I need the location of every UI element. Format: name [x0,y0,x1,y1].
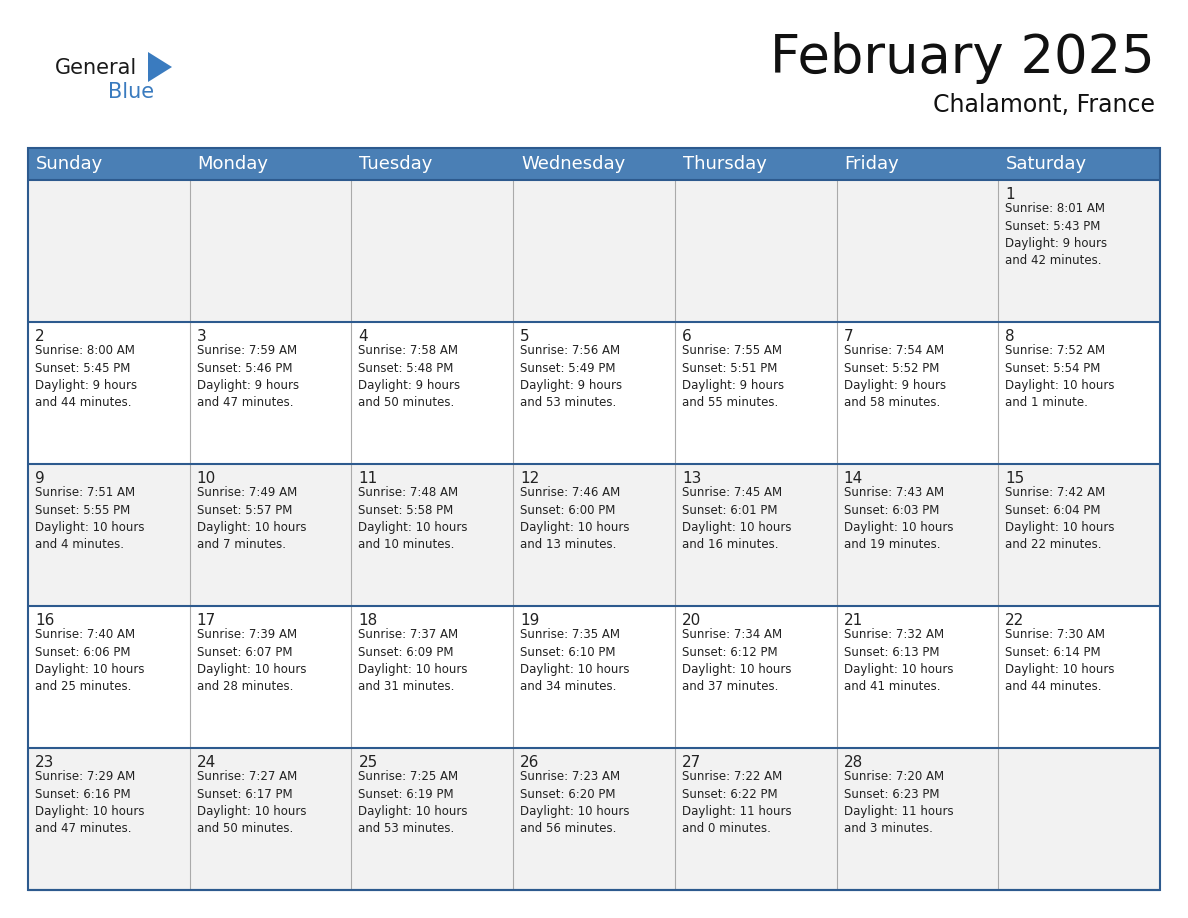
Text: Sunrise: 7:51 AM
Sunset: 5:55 PM
Daylight: 10 hours
and 4 minutes.: Sunrise: 7:51 AM Sunset: 5:55 PM Dayligh… [34,486,145,552]
Bar [29,148,1159,180]
Text: Chalamont, France: Chalamont, France [933,93,1155,117]
Text: 14: 14 [843,471,862,486]
Text: Sunrise: 7:20 AM
Sunset: 6:23 PM
Daylight: 11 hours
and 3 minutes.: Sunrise: 7:20 AM Sunset: 6:23 PM Dayligh… [843,770,953,835]
Text: 16: 16 [34,613,55,628]
Text: Sunrise: 7:52 AM
Sunset: 5:54 PM
Daylight: 10 hours
and 1 minute.: Sunrise: 7:52 AM Sunset: 5:54 PM Dayligh… [1005,344,1114,409]
Text: 19: 19 [520,613,539,628]
Text: 15: 15 [1005,471,1024,486]
Text: Sunrise: 7:39 AM
Sunset: 6:07 PM
Daylight: 10 hours
and 28 minutes.: Sunrise: 7:39 AM Sunset: 6:07 PM Dayligh… [197,628,307,693]
Text: Sunrise: 7:27 AM
Sunset: 6:17 PM
Daylight: 10 hours
and 50 minutes.: Sunrise: 7:27 AM Sunset: 6:17 PM Dayligh… [197,770,307,835]
Text: Blue: Blue [108,82,154,102]
Text: Sunrise: 7:23 AM
Sunset: 6:20 PM
Daylight: 10 hours
and 56 minutes.: Sunrise: 7:23 AM Sunset: 6:20 PM Dayligh… [520,770,630,835]
Text: 4: 4 [359,329,368,344]
Text: 21: 21 [843,613,862,628]
Text: 25: 25 [359,755,378,770]
Text: 1: 1 [1005,187,1015,202]
Text: Wednesday: Wednesday [522,155,625,173]
Text: 23: 23 [34,755,55,770]
Text: Friday: Friday [845,155,899,173]
Text: 13: 13 [682,471,701,486]
Text: 26: 26 [520,755,539,770]
Text: Sunrise: 7:54 AM
Sunset: 5:52 PM
Daylight: 9 hours
and 58 minutes.: Sunrise: 7:54 AM Sunset: 5:52 PM Dayligh… [843,344,946,409]
Text: General: General [55,58,138,78]
Text: Sunrise: 7:35 AM
Sunset: 6:10 PM
Daylight: 10 hours
and 34 minutes.: Sunrise: 7:35 AM Sunset: 6:10 PM Dayligh… [520,628,630,693]
Text: 22: 22 [1005,613,1024,628]
Text: 20: 20 [682,613,701,628]
Text: 27: 27 [682,755,701,770]
Text: Sunrise: 7:22 AM
Sunset: 6:22 PM
Daylight: 11 hours
and 0 minutes.: Sunrise: 7:22 AM Sunset: 6:22 PM Dayligh… [682,770,791,835]
Text: Sunrise: 7:58 AM
Sunset: 5:48 PM
Daylight: 9 hours
and 50 minutes.: Sunrise: 7:58 AM Sunset: 5:48 PM Dayligh… [359,344,461,409]
Text: Sunrise: 7:55 AM
Sunset: 5:51 PM
Daylight: 9 hours
and 55 minutes.: Sunrise: 7:55 AM Sunset: 5:51 PM Dayligh… [682,344,784,409]
Text: 12: 12 [520,471,539,486]
Text: Sunrise: 7:34 AM
Sunset: 6:12 PM
Daylight: 10 hours
and 37 minutes.: Sunrise: 7:34 AM Sunset: 6:12 PM Dayligh… [682,628,791,693]
Text: Thursday: Thursday [683,155,766,173]
Text: 24: 24 [197,755,216,770]
Text: 7: 7 [843,329,853,344]
Bar [29,148,1159,890]
Text: Sunrise: 8:00 AM
Sunset: 5:45 PM
Daylight: 9 hours
and 44 minutes.: Sunrise: 8:00 AM Sunset: 5:45 PM Dayligh… [34,344,137,409]
Text: 11: 11 [359,471,378,486]
Text: 2: 2 [34,329,45,344]
Text: Sunrise: 7:59 AM
Sunset: 5:46 PM
Daylight: 9 hours
and 47 minutes.: Sunrise: 7:59 AM Sunset: 5:46 PM Dayligh… [197,344,299,409]
Polygon shape [148,52,172,82]
Text: 6: 6 [682,329,691,344]
Bar [29,322,1159,464]
Text: Sunrise: 7:56 AM
Sunset: 5:49 PM
Daylight: 9 hours
and 53 minutes.: Sunrise: 7:56 AM Sunset: 5:49 PM Dayligh… [520,344,623,409]
Text: Tuesday: Tuesday [360,155,432,173]
Text: 9: 9 [34,471,45,486]
Text: Sunrise: 7:42 AM
Sunset: 6:04 PM
Daylight: 10 hours
and 22 minutes.: Sunrise: 7:42 AM Sunset: 6:04 PM Dayligh… [1005,486,1114,552]
Text: Sunrise: 7:40 AM
Sunset: 6:06 PM
Daylight: 10 hours
and 25 minutes.: Sunrise: 7:40 AM Sunset: 6:06 PM Dayligh… [34,628,145,693]
Text: Sunrise: 7:43 AM
Sunset: 6:03 PM
Daylight: 10 hours
and 19 minutes.: Sunrise: 7:43 AM Sunset: 6:03 PM Dayligh… [843,486,953,552]
Bar [29,180,1159,322]
Text: Sunrise: 7:29 AM
Sunset: 6:16 PM
Daylight: 10 hours
and 47 minutes.: Sunrise: 7:29 AM Sunset: 6:16 PM Dayligh… [34,770,145,835]
Bar [29,464,1159,606]
Text: 18: 18 [359,613,378,628]
Text: 28: 28 [843,755,862,770]
Text: Sunday: Sunday [36,155,103,173]
Text: Sunrise: 7:46 AM
Sunset: 6:00 PM
Daylight: 10 hours
and 13 minutes.: Sunrise: 7:46 AM Sunset: 6:00 PM Dayligh… [520,486,630,552]
Bar [29,748,1159,890]
Text: 10: 10 [197,471,216,486]
Text: Sunrise: 7:49 AM
Sunset: 5:57 PM
Daylight: 10 hours
and 7 minutes.: Sunrise: 7:49 AM Sunset: 5:57 PM Dayligh… [197,486,307,552]
Text: Sunrise: 7:37 AM
Sunset: 6:09 PM
Daylight: 10 hours
and 31 minutes.: Sunrise: 7:37 AM Sunset: 6:09 PM Dayligh… [359,628,468,693]
Text: 8: 8 [1005,329,1015,344]
Text: Sunrise: 7:32 AM
Sunset: 6:13 PM
Daylight: 10 hours
and 41 minutes.: Sunrise: 7:32 AM Sunset: 6:13 PM Dayligh… [843,628,953,693]
Text: Sunrise: 7:30 AM
Sunset: 6:14 PM
Daylight: 10 hours
and 44 minutes.: Sunrise: 7:30 AM Sunset: 6:14 PM Dayligh… [1005,628,1114,693]
Bar [29,606,1159,748]
Text: Sunrise: 7:25 AM
Sunset: 6:19 PM
Daylight: 10 hours
and 53 minutes.: Sunrise: 7:25 AM Sunset: 6:19 PM Dayligh… [359,770,468,835]
Text: Sunrise: 8:01 AM
Sunset: 5:43 PM
Daylight: 9 hours
and 42 minutes.: Sunrise: 8:01 AM Sunset: 5:43 PM Dayligh… [1005,202,1107,267]
Text: Monday: Monday [197,155,268,173]
Text: 17: 17 [197,613,216,628]
Text: Sunrise: 7:48 AM
Sunset: 5:58 PM
Daylight: 10 hours
and 10 minutes.: Sunrise: 7:48 AM Sunset: 5:58 PM Dayligh… [359,486,468,552]
Text: Saturday: Saturday [1006,155,1087,173]
Text: Sunrise: 7:45 AM
Sunset: 6:01 PM
Daylight: 10 hours
and 16 minutes.: Sunrise: 7:45 AM Sunset: 6:01 PM Dayligh… [682,486,791,552]
Text: February 2025: February 2025 [770,32,1155,84]
Text: 5: 5 [520,329,530,344]
Text: 3: 3 [197,329,207,344]
